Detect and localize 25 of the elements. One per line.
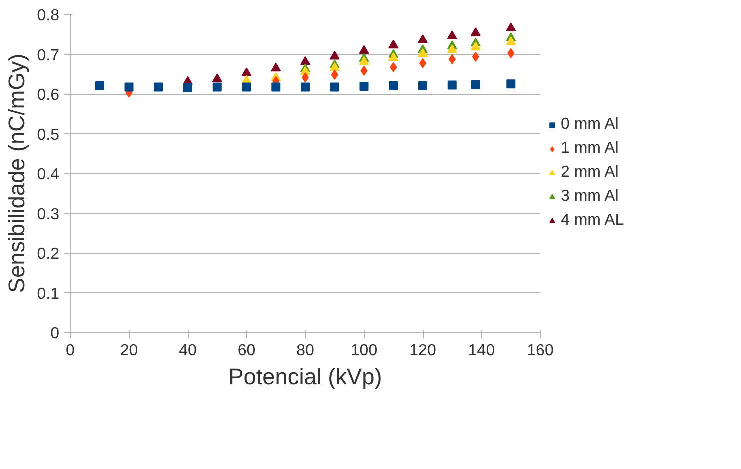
y-tick-label: 0.1 xyxy=(37,286,60,303)
y-tick-label: 0 xyxy=(50,326,60,342)
x-tick-label: 20 xyxy=(120,342,138,360)
x-tick-label: 120 xyxy=(410,342,436,360)
x-tick-label: 0 xyxy=(66,342,76,360)
legend-label: 3 mm Al xyxy=(561,188,619,206)
legend-label: 0 mm Al xyxy=(561,116,619,134)
x-tick-label: 160 xyxy=(527,342,554,360)
legend-label: 1 mm Al xyxy=(561,140,619,158)
y-tick-label: 0.6 xyxy=(37,87,60,104)
y-tick-label: 0.2 xyxy=(37,246,60,263)
legend-label: 4 mm AL xyxy=(561,212,624,230)
x-tick-label: 100 xyxy=(350,342,378,360)
x-tick-label: 40 xyxy=(179,342,197,360)
legend-label: 2 mm Al xyxy=(561,164,619,182)
y-tick-label: 0.4 xyxy=(37,166,60,184)
x-tick-label: 80 xyxy=(296,342,314,360)
x-tick-label: 60 xyxy=(238,342,256,360)
y-tick-label: 0.7 xyxy=(37,47,60,64)
y-axis-title: Sensibilidade (nC/mGy) xyxy=(3,54,30,294)
x-axis-title: Potencial (kVp) xyxy=(228,364,382,390)
y-tick-label: 0.5 xyxy=(37,126,60,144)
y-tick-label: 0.3 xyxy=(37,206,60,224)
y-tick-label: 0.8 xyxy=(37,8,60,24)
x-tick-label: 140 xyxy=(468,342,496,360)
